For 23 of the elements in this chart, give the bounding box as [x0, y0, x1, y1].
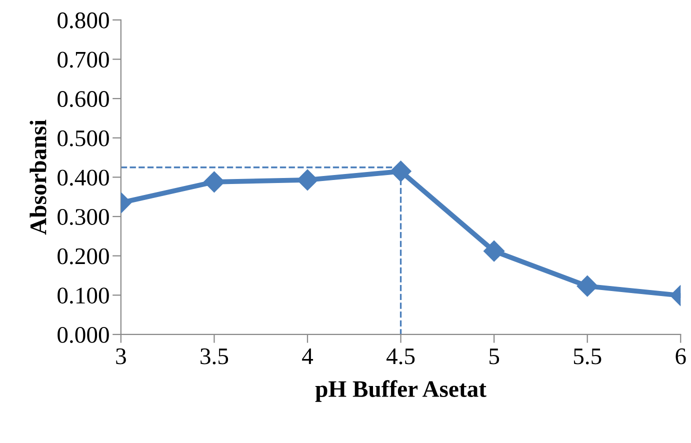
x-tick-label: 4 — [302, 348, 314, 364]
y-tick-label: 0.600 — [58, 91, 109, 108]
y-tick-label: 0.000 — [58, 326, 109, 343]
y-tick-label: 0.500 — [58, 130, 109, 146]
y-tick-label: 0.200 — [58, 248, 109, 264]
point — [204, 171, 225, 192]
x-tick-label: 3.5 — [200, 348, 228, 364]
y-tick-label: 0.100 — [58, 288, 109, 304]
x-tick-label: 3 — [116, 348, 126, 364]
y-tick-label: 0.400 — [58, 170, 109, 186]
x-axis-title: pH Buffer Asetat — [315, 380, 486, 402]
x-tick-label: 6 — [676, 348, 686, 364]
x-tick-label: 4.5 — [386, 348, 415, 364]
point — [390, 160, 412, 182]
x-tick-label: 5 — [490, 348, 500, 364]
x-tick-label: 5.5 — [574, 348, 602, 364]
y-axis-title: Absorbansi — [30, 120, 46, 235]
y-tick-label: 0.800 — [58, 12, 109, 28]
point — [296, 169, 318, 190]
point — [484, 240, 505, 262]
point — [576, 276, 598, 297]
y-tick-label: 0.300 — [58, 209, 109, 226]
y-tick-label: 0.700 — [58, 52, 109, 68]
